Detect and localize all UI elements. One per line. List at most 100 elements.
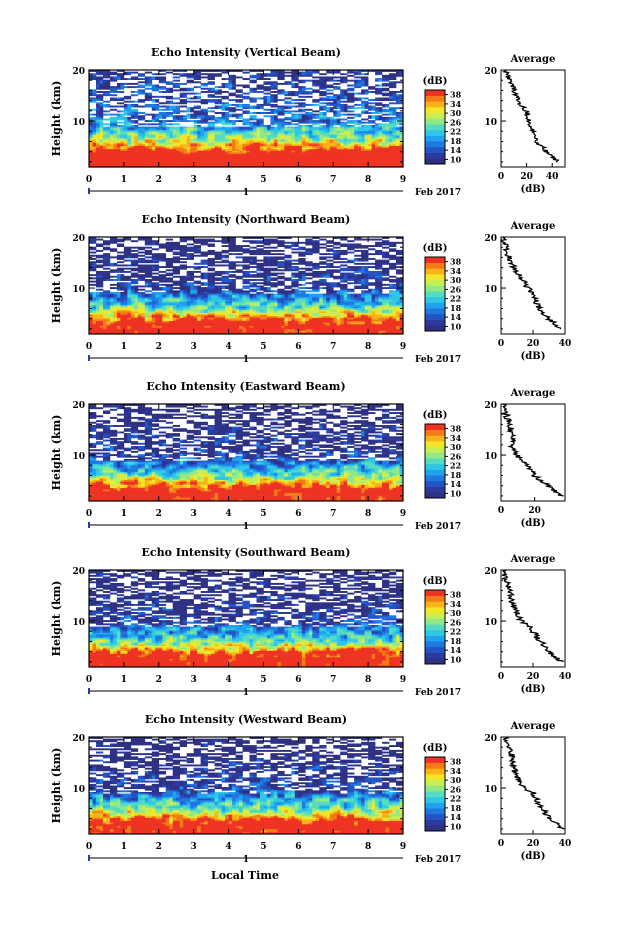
heatmap-cell bbox=[277, 256, 282, 259]
heatmap-cell bbox=[99, 87, 104, 90]
heatmap-cell bbox=[259, 136, 264, 139]
heatmap-cell bbox=[113, 71, 118, 74]
heatmap-cell bbox=[266, 165, 271, 168]
heatmap-cell bbox=[343, 121, 348, 124]
heatmap-cell bbox=[333, 147, 338, 150]
heatmap-cell bbox=[106, 110, 111, 113]
heatmap-cell bbox=[336, 147, 341, 150]
heatmap-cell bbox=[333, 251, 338, 254]
heatmap-cell bbox=[183, 70, 187, 72]
heatmap-cell bbox=[315, 116, 320, 119]
heatmap-cell bbox=[284, 105, 289, 108]
heatmap-cell bbox=[102, 87, 107, 90]
heatmap-cell bbox=[190, 150, 194, 153]
heatmap-cell bbox=[343, 142, 348, 145]
heatmap-cell bbox=[158, 128, 163, 131]
heatmap-cell bbox=[207, 251, 212, 254]
heatmap-cell bbox=[158, 259, 163, 262]
heatmap-cell bbox=[165, 160, 170, 163]
heatmap-cell bbox=[106, 155, 111, 158]
heatmap-cell bbox=[113, 94, 118, 97]
heatmap-cell bbox=[179, 149, 184, 152]
heatmap-cell bbox=[109, 126, 114, 129]
heatmap-cell bbox=[301, 115, 306, 118]
heatmap-cell bbox=[239, 145, 243, 148]
heatmap-cell bbox=[326, 121, 331, 124]
heatmap-cell bbox=[259, 126, 264, 129]
heatmap-cell bbox=[326, 79, 331, 82]
heatmap-cell bbox=[336, 133, 341, 135]
heatmap-cell bbox=[193, 116, 198, 119]
heatmap-cell bbox=[382, 116, 386, 119]
heatmap-cell bbox=[232, 128, 236, 131]
heatmap-cell bbox=[284, 158, 289, 161]
heatmap-cell bbox=[211, 110, 215, 113]
heatmap-cell bbox=[312, 89, 317, 92]
heatmap-cell bbox=[204, 149, 208, 152]
heatmap-cell bbox=[92, 113, 97, 116]
heatmap-cell bbox=[144, 256, 149, 259]
heatmap-cell bbox=[211, 160, 215, 163]
heatmap-cell bbox=[92, 154, 97, 156]
heatmap-cell bbox=[141, 86, 146, 89]
heatmap-cell bbox=[266, 152, 271, 155]
heatmap-cell bbox=[141, 144, 146, 147]
heatmap-cell bbox=[396, 74, 400, 77]
heatmap-cell bbox=[165, 241, 170, 244]
heatmap-cell bbox=[141, 154, 146, 156]
heatmap-cell bbox=[319, 107, 324, 110]
heatmap-cell bbox=[109, 94, 114, 97]
heatmap-cell bbox=[249, 91, 254, 93]
heatmap-cell bbox=[364, 251, 369, 254]
heatmap-cell bbox=[211, 162, 215, 165]
heatmap-cell bbox=[336, 70, 341, 72]
heatmap-cell bbox=[151, 141, 156, 144]
heatmap-cell bbox=[225, 82, 229, 85]
heatmap-cell bbox=[294, 131, 299, 134]
heatmap-cell bbox=[333, 123, 338, 126]
heatmap-cell bbox=[204, 91, 208, 93]
heatmap-cell bbox=[350, 74, 355, 77]
heatmap-cell bbox=[186, 258, 191, 260]
heatmap-cell bbox=[382, 243, 386, 246]
heatmap-cell bbox=[333, 133, 338, 135]
heatmap-cell bbox=[141, 129, 146, 132]
heatmap-cell bbox=[225, 147, 229, 150]
heatmap-cell bbox=[284, 129, 289, 132]
heatmap-cell bbox=[382, 76, 386, 79]
heatmap-cell bbox=[266, 243, 271, 246]
heatmap-cell bbox=[172, 70, 177, 72]
heatmap-cell bbox=[155, 243, 160, 246]
heatmap-cell bbox=[315, 120, 320, 123]
heatmap-cell bbox=[315, 133, 320, 135]
heatmap-cell bbox=[204, 116, 208, 119]
heatmap-cell bbox=[228, 121, 233, 124]
heatmap-cell bbox=[225, 102, 229, 105]
heatmap-cell bbox=[155, 158, 160, 161]
heatmap-cell bbox=[109, 131, 114, 134]
colorbar-frame bbox=[424, 89, 446, 165]
heatmap-cell bbox=[214, 142, 219, 145]
heatmap-cell bbox=[190, 254, 194, 257]
heatmap-cell bbox=[312, 249, 317, 252]
heatmap-cell bbox=[204, 160, 208, 163]
heatmap-cell bbox=[200, 253, 205, 256]
heatmap-cell bbox=[169, 81, 174, 84]
heatmap-cell bbox=[301, 121, 306, 124]
heatmap-cell bbox=[375, 126, 379, 129]
heatmap-cell bbox=[130, 124, 135, 127]
heatmap-cell bbox=[193, 115, 198, 118]
heatmap-cell bbox=[249, 147, 254, 150]
heatmap-cell bbox=[95, 142, 100, 145]
heatmap-cell bbox=[308, 158, 313, 161]
heatmap-cell bbox=[246, 259, 250, 262]
heatmap-cell bbox=[266, 128, 271, 131]
heatmap-cell bbox=[134, 155, 139, 158]
heatmap-cell bbox=[193, 145, 198, 148]
heatmap-cell bbox=[214, 116, 219, 119]
heatmap-cell bbox=[354, 113, 358, 116]
heatmap-cell bbox=[378, 165, 383, 168]
heatmap-cell bbox=[350, 246, 355, 249]
heatmap-cell bbox=[364, 254, 369, 257]
heatmap-cell bbox=[389, 99, 393, 102]
